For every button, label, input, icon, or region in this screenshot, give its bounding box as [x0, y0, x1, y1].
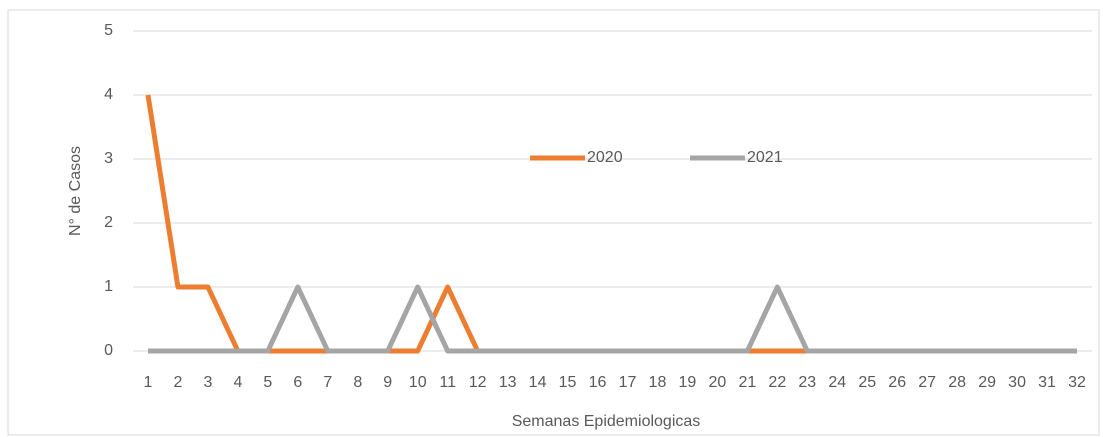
x-tick-label: 8: [353, 374, 362, 391]
x-tick-label: 22: [768, 374, 786, 391]
x-tick-label: 11: [439, 374, 456, 391]
x-tick-label: 17: [619, 374, 637, 391]
y-tick-label: 5: [104, 22, 113, 39]
x-tick-label: 1: [144, 374, 153, 391]
x-tick-label: 7: [323, 374, 332, 391]
x-tick-label: 6: [293, 374, 302, 391]
x-tick-label: 15: [559, 374, 577, 391]
x-tick-label: 18: [649, 374, 667, 391]
x-tick-label: 28: [948, 374, 966, 391]
x-tick-label: 16: [589, 374, 607, 391]
x-tick-label: 12: [469, 374, 487, 391]
legend-label: 2021: [747, 149, 783, 166]
x-tick-label: 27: [918, 374, 936, 391]
x-tick-label: 32: [1068, 374, 1086, 391]
x-tick-label: 5: [263, 374, 272, 391]
y-tick-label: 4: [104, 86, 113, 103]
x-tick-label: 14: [529, 374, 547, 391]
y-axis-label: N° de Casos: [67, 146, 84, 236]
x-tick-label: 26: [888, 374, 906, 391]
x-tick-label: 2: [174, 374, 183, 391]
legend-label: 2020: [587, 149, 623, 166]
x-tick-label: 9: [383, 374, 392, 391]
y-tick-label: 0: [104, 342, 113, 359]
x-tick-label: 4: [233, 374, 242, 391]
y-tick-label: 2: [104, 214, 113, 231]
x-tick-label: 20: [708, 374, 726, 391]
line-series: [147, 284, 1078, 354]
x-tick-label: 10: [409, 374, 427, 391]
x-tick-label: 31: [1038, 374, 1056, 391]
x-axis-label: Semanas Epidemiologicas: [512, 413, 701, 430]
y-tick-label: 3: [104, 150, 113, 167]
x-tick-label: 29: [978, 374, 996, 391]
x-tick-label: 21: [738, 374, 756, 391]
y-tick-label: 1: [104, 278, 113, 295]
x-tick-label: 3: [203, 374, 212, 391]
x-tick-label: 13: [499, 374, 517, 391]
x-tick-label: 23: [798, 374, 816, 391]
x-tick-label: 30: [1008, 374, 1026, 391]
x-tick-label: 25: [858, 374, 876, 391]
x-tick-label: 19: [679, 374, 697, 391]
x-tick-label: 24: [828, 374, 846, 391]
